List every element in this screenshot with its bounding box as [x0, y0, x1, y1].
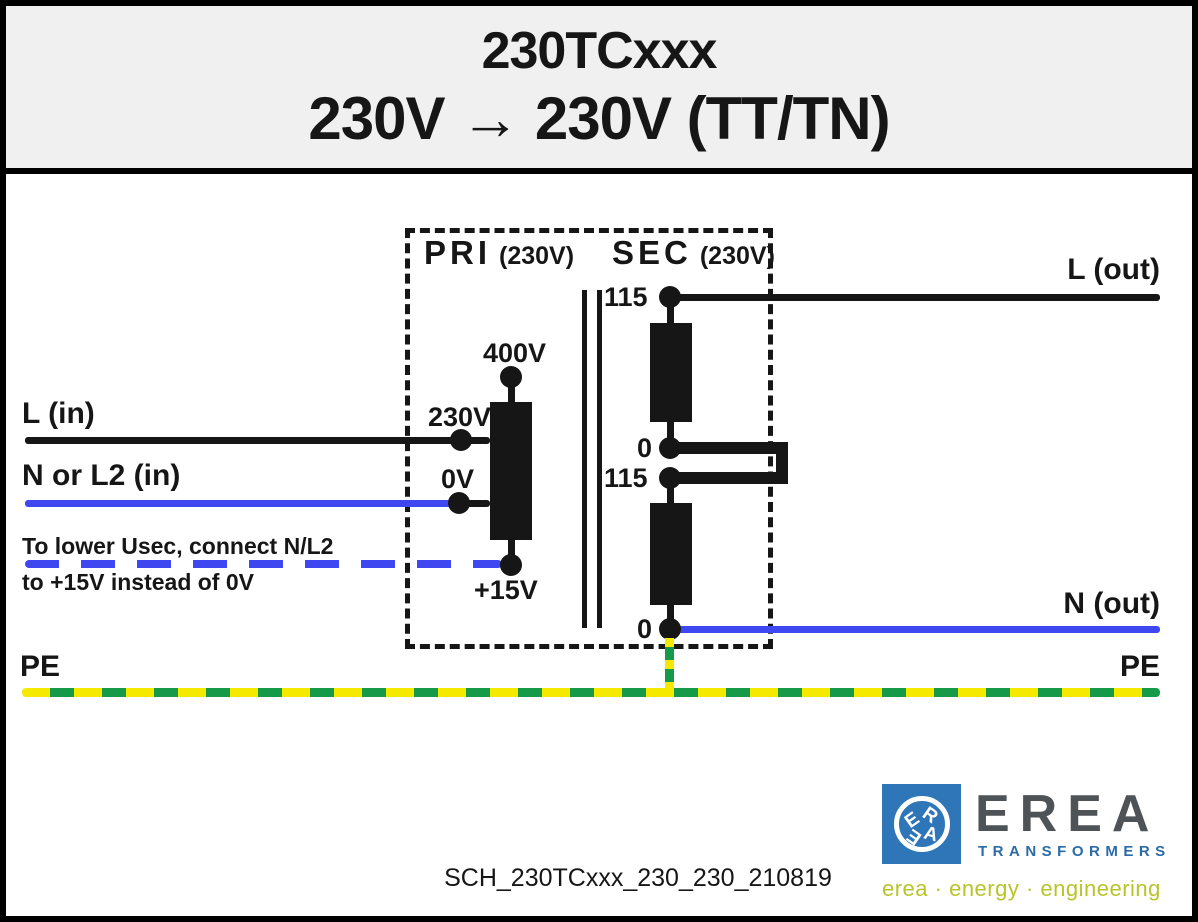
- pe-right-label: PE: [1119, 650, 1160, 683]
- usec-note-line1: To lower Usec, connect N/L2: [22, 533, 334, 559]
- model-title: 230TCxxx: [481, 22, 718, 80]
- brand-name: EREA: [975, 785, 1160, 843]
- sec-mid-115-terminal: [659, 467, 681, 489]
- secondary-label: SEC: [612, 234, 692, 271]
- sec-top-115-label: 115: [604, 282, 648, 312]
- sec-top-115-terminal: [659, 286, 681, 308]
- erea-emblem-icon: E R E A: [894, 796, 950, 852]
- primary-header: PRI (230V): [424, 234, 574, 272]
- diagram-frame: [0, 168, 1198, 922]
- core-line-left: [582, 290, 587, 628]
- sec-winding1-top-stem: [667, 305, 674, 325]
- l-out-wire: [670, 294, 1160, 301]
- primary-voltage: (230V): [499, 242, 575, 270]
- l-in-label: L (in): [22, 397, 95, 430]
- n-in-label: N or L2 (in): [22, 459, 181, 492]
- sec-mid-0-terminal: [659, 437, 681, 459]
- primary-winding: [490, 402, 532, 540]
- secondary-header: SEC (230V): [612, 234, 775, 272]
- sec-bot-0-label: 0: [636, 614, 652, 644]
- sec-bot-0-terminal: [659, 618, 681, 640]
- title-block: 230TCxxx 230V → 230V (TT/TN): [0, 0, 1198, 174]
- sec-mid-115-label: 115: [604, 463, 648, 493]
- l-in-wire: [25, 437, 490, 444]
- series-jumper-link: [670, 442, 788, 484]
- pe-bond-stub: [665, 638, 674, 692]
- secondary-winding-2: [650, 503, 692, 605]
- n-out-label: N (out): [1063, 587, 1160, 620]
- pe-wire: [22, 688, 1160, 697]
- tap-230v-terminal: [450, 429, 472, 451]
- emblem-letter: E: [903, 824, 926, 849]
- erea-logo-icon: E R E A: [882, 784, 961, 864]
- document-code: SCH_230TCxxx_230_230_210819: [444, 864, 832, 892]
- brand-division: TRANSFORMERS: [978, 843, 1171, 860]
- secondary-voltage: (230V): [699, 242, 775, 270]
- l-out-label: L (out): [1067, 253, 1160, 286]
- pe-left-label: PE: [20, 650, 61, 683]
- sec-winding2-bottom-stem: [667, 605, 674, 620]
- tap-400v-label: 400V: [483, 338, 547, 368]
- core-line-right: [597, 290, 602, 628]
- tap-15v-label: +15V: [474, 575, 538, 605]
- tap-15v-stem: [508, 540, 515, 557]
- brand-tagline: erea · energy · engineering: [882, 876, 1161, 901]
- sec-winding2-top-stem: [667, 488, 674, 504]
- tap-0v-stub: [459, 500, 490, 507]
- tap-400v-stem: [508, 384, 515, 406]
- voltage-title: 230V → 230V (TT/TN): [308, 85, 890, 152]
- emblem-letter: A: [921, 822, 941, 847]
- primary-label: PRI: [424, 234, 492, 271]
- sec-mid-0-label: 0: [636, 433, 652, 463]
- tap-15v-terminal: [500, 554, 522, 576]
- tap-400v-terminal: [500, 366, 522, 388]
- usec-note-line2: to +15V instead of 0V: [22, 569, 254, 595]
- tap-230v-label: 230V: [428, 402, 492, 432]
- secondary-winding-1: [650, 323, 692, 422]
- tap-0v-label: 0V: [441, 464, 475, 494]
- sec-winding1-bottom-stem: [667, 422, 674, 440]
- tap-0v-terminal: [448, 492, 470, 514]
- n-in-wire: [25, 500, 459, 507]
- n-out-wire: [670, 626, 1160, 633]
- usec-option-wire: [25, 560, 502, 568]
